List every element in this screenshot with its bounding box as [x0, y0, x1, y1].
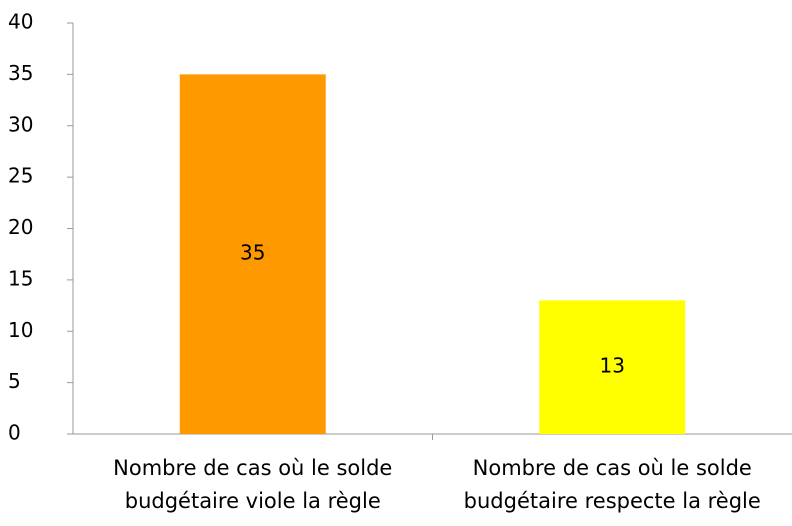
y-tick-label: 30 [8, 112, 33, 136]
value-label: 13 [600, 354, 625, 378]
y-tick-label: 15 [8, 266, 33, 290]
value-label: 35 [240, 241, 265, 265]
y-tick-label: 20 [8, 215, 33, 239]
y-tick-label: 40 [8, 10, 33, 34]
bar [179, 74, 326, 434]
y-tick-label: 35 [8, 61, 33, 85]
x-tick-label: Nombre de cas où le solde budgétaire vio… [113, 456, 393, 513]
y-tick-label: 5 [8, 369, 21, 393]
y-tick-label: 10 [8, 318, 33, 342]
y-tick-label: 25 [8, 164, 33, 188]
y-tick-label: 0 [8, 421, 21, 445]
bar [539, 300, 686, 434]
x-tick-label: Nombre de cas où le solde budgétaire res… [463, 456, 761, 513]
